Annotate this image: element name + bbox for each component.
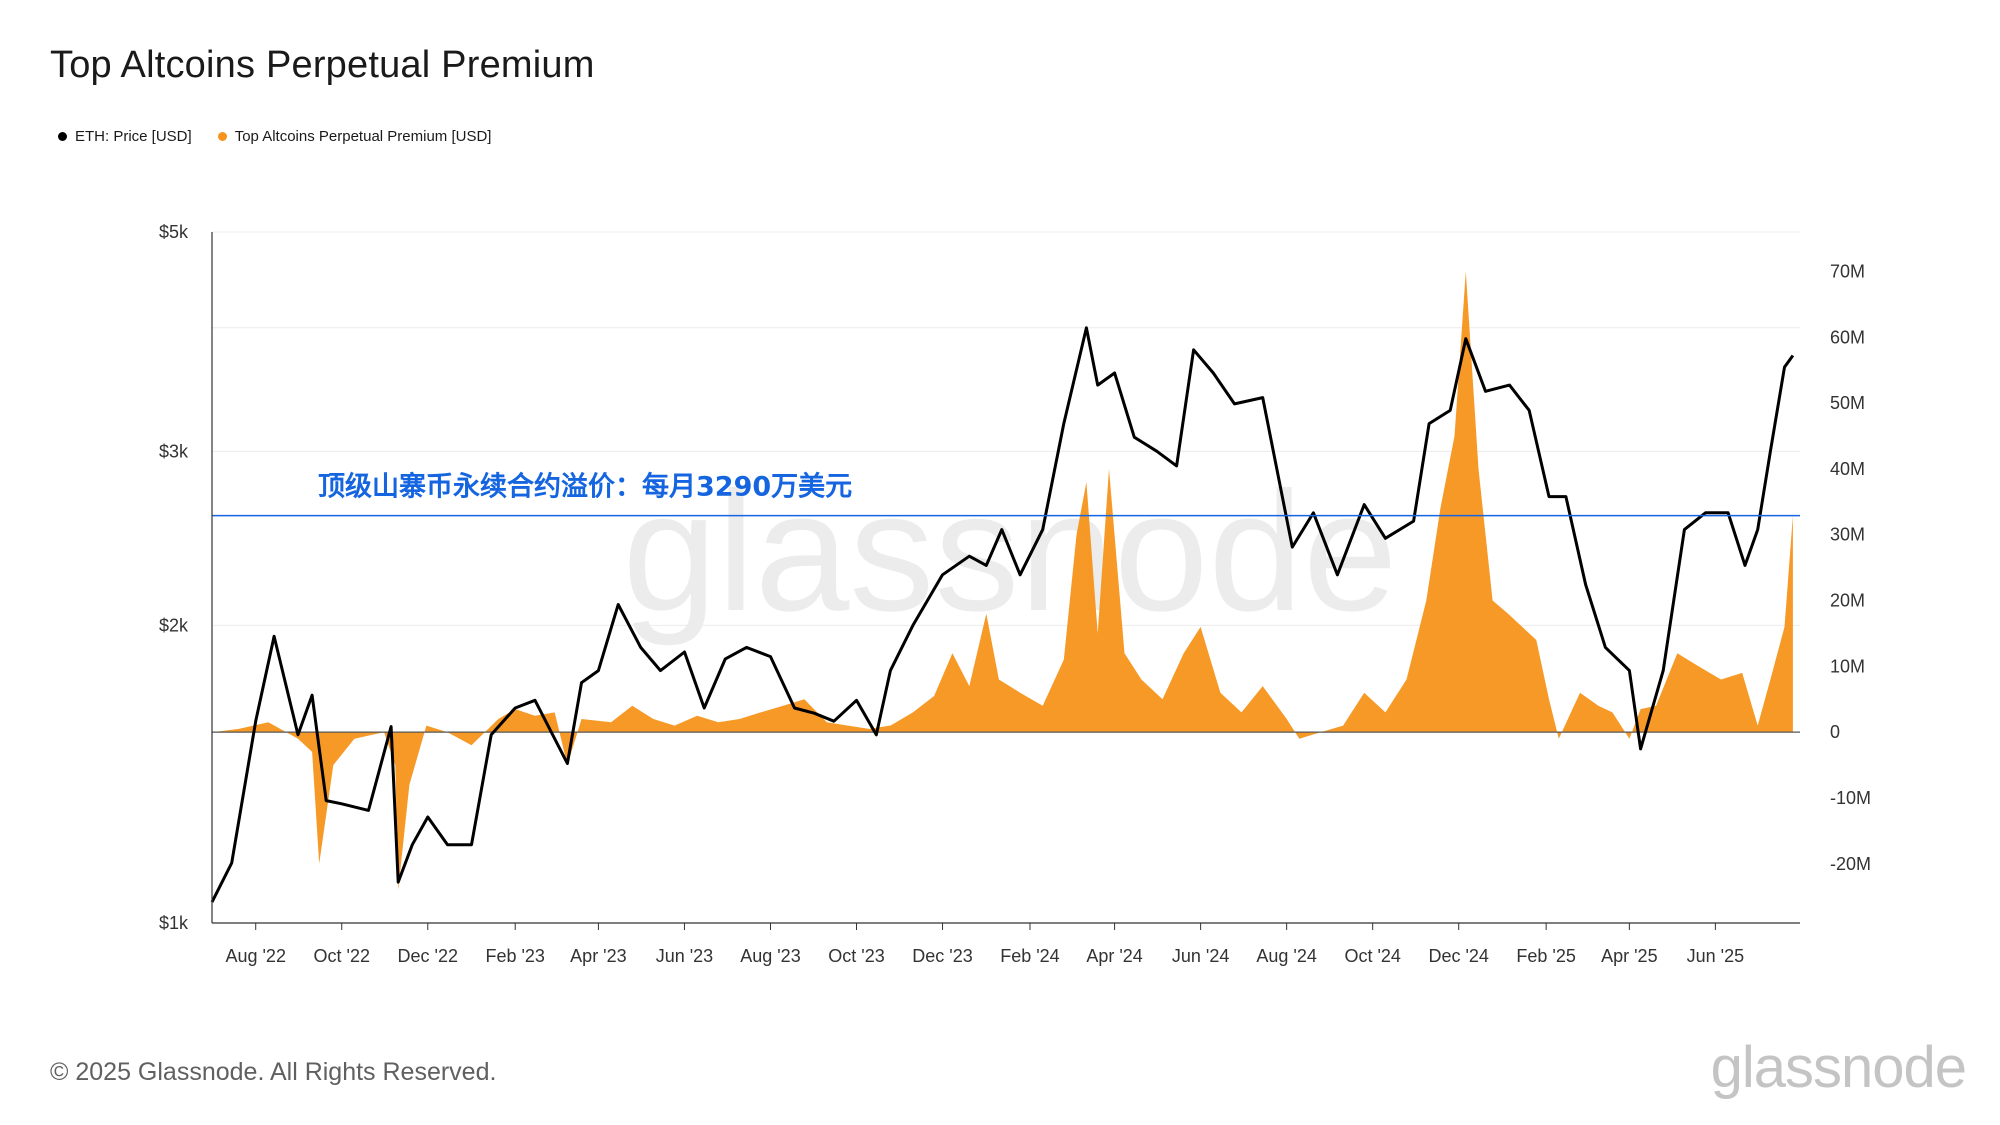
y-right-tick-label: 0	[1830, 722, 1840, 742]
x-tick-label: Apr '23	[570, 946, 626, 966]
legend-item-eth-price[interactable]: ETH: Price [USD]	[58, 128, 192, 145]
x-tick-label: Oct '22	[314, 946, 370, 966]
x-tick-label: Dec '24	[1428, 946, 1488, 966]
eth-price-line	[210, 326, 1795, 903]
x-tick-label: Apr '25	[1601, 946, 1657, 966]
legend-label-premium: Top Altcoins Perpetual Premium [USD]	[234, 128, 492, 145]
brand-logo[interactable]: glassnode	[1710, 1035, 1967, 1100]
x-tick-label: Feb '24	[1000, 946, 1059, 966]
x-tick-label: Dec '22	[398, 946, 458, 966]
legend-dot-black-icon	[58, 132, 67, 141]
y-left-tick-label: $5k	[159, 222, 189, 242]
x-tick-label: Dec '23	[912, 946, 972, 966]
x-tick-label: Jun '25	[1687, 946, 1744, 966]
y-right-tick-label: 10M	[1830, 656, 1865, 676]
chart-title: Top Altcoins Perpetual Premium	[50, 44, 595, 86]
x-tick-label: Feb '23	[485, 946, 544, 966]
x-tick-label: Aug '22	[225, 946, 286, 966]
x-tick-label: Oct '24	[1344, 946, 1400, 966]
legend-label-eth-price: ETH: Price [USD]	[75, 128, 192, 145]
y-left-tick-label: $3k	[159, 441, 189, 461]
chart-legend: ETH: Price [USD] Top Altcoins Perpetual …	[58, 128, 491, 145]
x-tick-label: Jun '23	[656, 946, 713, 966]
y-right-tick-label: 20M	[1830, 591, 1865, 611]
y-left-tick-label: $1k	[159, 913, 189, 933]
y-right-tick-label: 50M	[1830, 393, 1865, 413]
x-tick-label: Aug '23	[740, 946, 801, 966]
annotation-label: 顶级山寨币永续合约溢价：每月3290万美元	[318, 471, 852, 503]
x-tick-label: Aug '24	[1256, 946, 1317, 966]
x-tick-label: Oct '23	[828, 946, 884, 966]
x-tick-label: Apr '24	[1086, 946, 1142, 966]
y-right-tick-label: -10M	[1830, 788, 1871, 808]
x-tick-label: Feb '25	[1516, 946, 1575, 966]
legend-dot-orange-icon	[217, 132, 227, 141]
legend-item-premium[interactable]: Top Altcoins Perpetual Premium [USD]	[217, 128, 492, 145]
copyright-footer: © 2025 Glassnode. All Rights Reserved.	[50, 1058, 497, 1086]
y-right-tick-label: -20M	[1830, 854, 1871, 874]
premium-area	[212, 271, 1793, 891]
x-tick-label: Jun '24	[1172, 946, 1229, 966]
y-left-tick-label: $2k	[159, 615, 189, 635]
y-right-tick-label: 30M	[1830, 525, 1865, 545]
y-right-tick-label: 60M	[1830, 327, 1865, 347]
y-right-tick-label: 70M	[1830, 261, 1865, 281]
y-right-tick-label: 40M	[1830, 459, 1865, 479]
